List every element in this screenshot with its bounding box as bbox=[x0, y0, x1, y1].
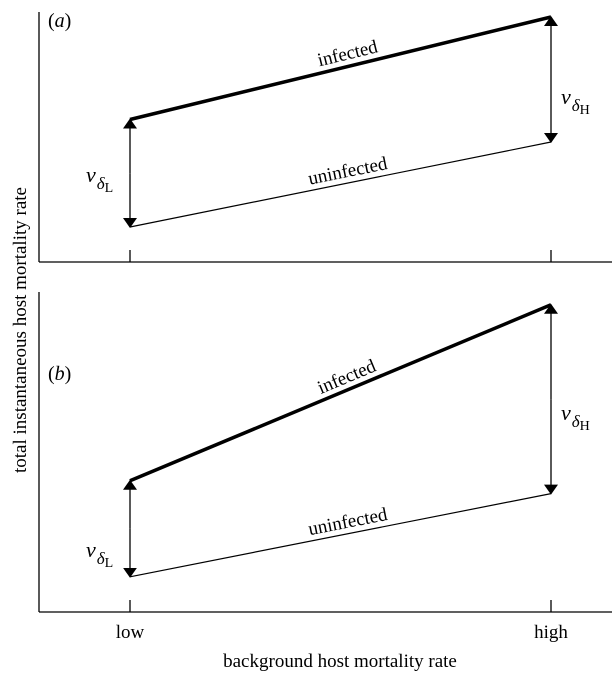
panel-a-effect-high-label: vδH bbox=[561, 84, 590, 118]
x-tick-high: high bbox=[534, 622, 568, 643]
x-tick-low: low bbox=[116, 622, 145, 643]
y-axis-label: total instantaneous host mortality rate bbox=[10, 187, 31, 473]
panel-a-infected-line bbox=[129, 15, 552, 122]
panel-b-uninfected-label: uninfected bbox=[306, 504, 389, 540]
panel-a-uninfected-label: uninfected bbox=[306, 153, 389, 190]
panel-a-effect-low-label: vδL bbox=[86, 162, 113, 196]
panel-b-infected-label: infected bbox=[315, 356, 380, 399]
panel-b-effect-low-label: vδL bbox=[86, 537, 113, 571]
panel-a: (a) infected uninfected vδL vδH bbox=[38, 10, 612, 263]
panel-b-label: (b) bbox=[48, 363, 71, 385]
panel-a-label: (a) bbox=[48, 10, 71, 32]
panel-b-infected-line bbox=[129, 303, 552, 483]
x-axis-label: background host mortality rate bbox=[223, 651, 457, 672]
panel-b: (b) infected uninfected vδL vδH bbox=[38, 292, 612, 613]
panel-b-effect-high-label: vδH bbox=[561, 400, 590, 434]
panel-b-uninfected-line bbox=[129, 493, 552, 578]
panel-a-uninfected-line bbox=[129, 141, 552, 228]
